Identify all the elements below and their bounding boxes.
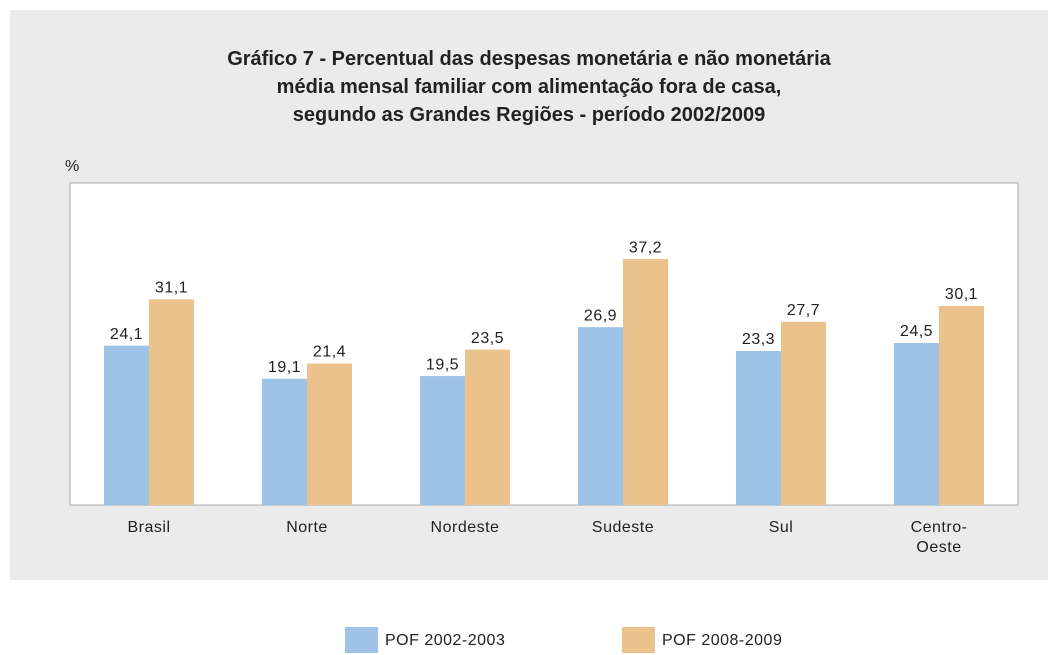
- bar: [623, 259, 668, 505]
- value-label: 21,4: [313, 344, 346, 361]
- x-tick-label: Norte: [286, 519, 328, 536]
- value-label: 27,7: [787, 302, 820, 319]
- x-tick-label: Sul: [769, 519, 794, 536]
- chart-title: Gráfico 7 - Percentual das despesas mone…: [227, 48, 831, 126]
- bar: [736, 350, 781, 505]
- bar: [781, 321, 826, 505]
- bar: [578, 327, 623, 505]
- legend-swatch: [622, 627, 655, 653]
- bar: [104, 345, 149, 505]
- plot-area: [69, 182, 1019, 506]
- value-label: 30,1: [945, 286, 978, 303]
- x-tick-label: Centro-Oeste: [911, 519, 968, 556]
- value-label: 37,2: [629, 239, 662, 256]
- value-label: 23,5: [471, 330, 504, 347]
- x-tick-label: Brasil: [127, 519, 170, 536]
- bar: [894, 343, 939, 505]
- legend-label: POF 2002-2003: [385, 632, 505, 649]
- value-label: 24,5: [900, 323, 933, 340]
- value-label: 24,1: [110, 326, 143, 343]
- bar: [465, 349, 510, 505]
- value-label: 31,1: [155, 280, 188, 297]
- bar: [939, 305, 984, 505]
- bar: [420, 376, 465, 505]
- value-label: 19,5: [426, 356, 459, 373]
- y-axis-label: %: [65, 158, 80, 175]
- value-label: 26,9: [584, 307, 617, 324]
- x-tick-label: Sudeste: [592, 519, 654, 536]
- x-tick-label: Nordeste: [431, 519, 500, 536]
- bar: [307, 363, 352, 505]
- legend-label: POF 2008-2009: [662, 632, 782, 649]
- bar: [262, 378, 307, 505]
- value-label: 19,1: [268, 359, 301, 376]
- bar: [149, 299, 194, 505]
- value-label: 23,3: [742, 331, 775, 348]
- legend-swatch: [345, 627, 378, 653]
